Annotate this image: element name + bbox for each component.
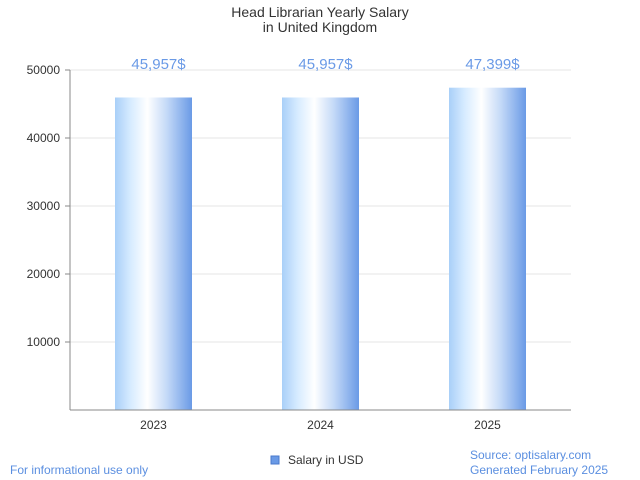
y-tick-label: 50000: [27, 63, 61, 77]
data-label: 45,957$: [131, 56, 186, 73]
footer-generated: Generated February 2025: [470, 463, 608, 477]
data-labels: 45,957$ 45,957$ 47,399$: [131, 56, 520, 73]
x-tick-label: 2025: [474, 418, 501, 432]
x-axis-ticks: 2023 2024 2025: [140, 418, 501, 432]
data-label: 45,957$: [298, 56, 353, 73]
x-tick-label: 2024: [307, 418, 334, 432]
x-tick-label: 2023: [140, 418, 167, 432]
y-tick-label: 40000: [27, 131, 61, 145]
bars: [115, 87, 526, 410]
chart-title-line-2: in United Kingdom: [263, 19, 377, 35]
footer-source: Source: optisalary.com: [470, 448, 591, 462]
bar-2025: [449, 87, 526, 410]
y-tick-label: 10000: [27, 335, 61, 349]
y-axis-ticks: 10000 20000 30000 40000 50000: [27, 63, 70, 349]
legend-label: Salary in USD: [288, 453, 364, 467]
footer-disclaimer: For informational use only: [10, 463, 148, 477]
bar-2023: [115, 97, 192, 410]
legend-swatch: [270, 455, 280, 465]
y-tick-label: 20000: [27, 267, 61, 281]
data-label: 47,399$: [465, 56, 520, 73]
chart-title-line-1: Head Librarian Yearly Salary: [231, 4, 408, 20]
y-tick-label: 30000: [27, 199, 61, 213]
bar-2024: [282, 97, 359, 410]
